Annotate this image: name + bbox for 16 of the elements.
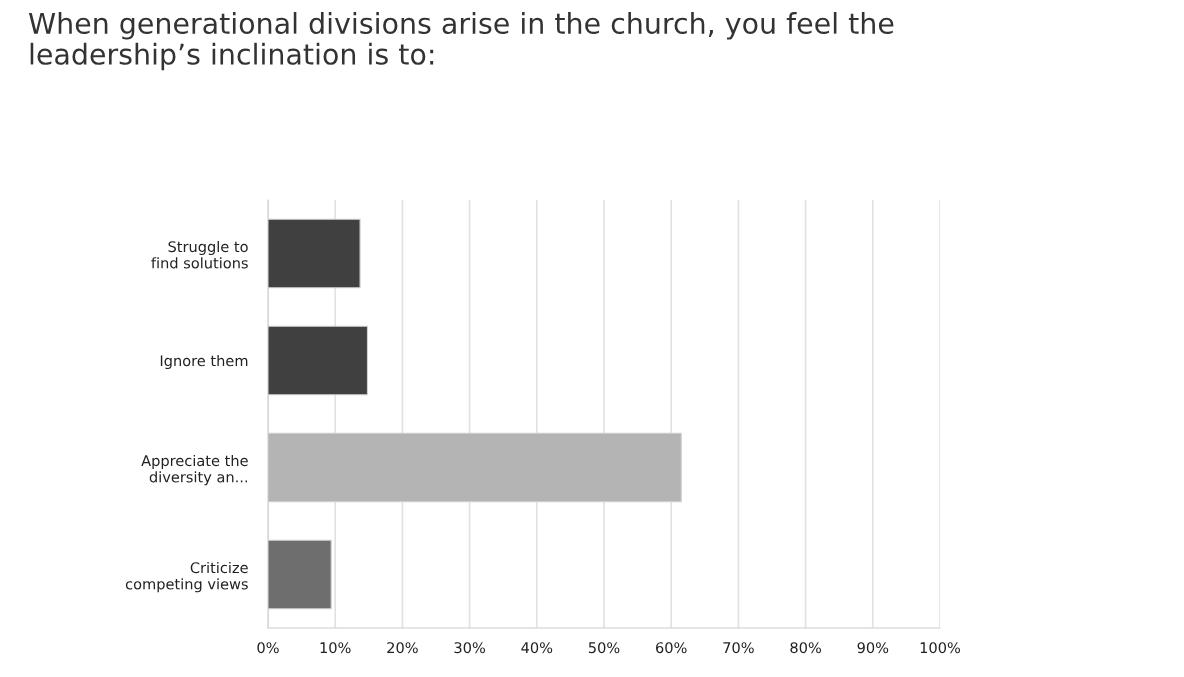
x-tick-label: 0% bbox=[257, 642, 279, 654]
chart-title: When generational divisions arise in the church, you feel the leadership’s inclination is to: bbox=[28, 12, 894, 71]
x-tick-label: 50% bbox=[588, 642, 620, 654]
x-tick-label: 10% bbox=[320, 642, 351, 654]
x-tick-label: 90% bbox=[857, 642, 889, 654]
x-tick-label: 100% bbox=[920, 642, 961, 654]
y-tick-label: Criticize competing views bbox=[125, 561, 248, 593]
x-tick-label: 80% bbox=[790, 642, 821, 654]
x-tick-label: 60% bbox=[656, 642, 687, 654]
x-tick-label: 20% bbox=[387, 642, 418, 654]
x-tick-label: 30% bbox=[454, 642, 485, 654]
y-tick-label: Ignore them bbox=[160, 354, 248, 370]
x-tick-label: 40% bbox=[521, 642, 553, 654]
y-tick-label: Struggle to find solutions bbox=[151, 240, 248, 269]
y-tick-label: Appreciate the diversity an... bbox=[141, 454, 248, 486]
x-tick-label: 70% bbox=[723, 642, 754, 654]
